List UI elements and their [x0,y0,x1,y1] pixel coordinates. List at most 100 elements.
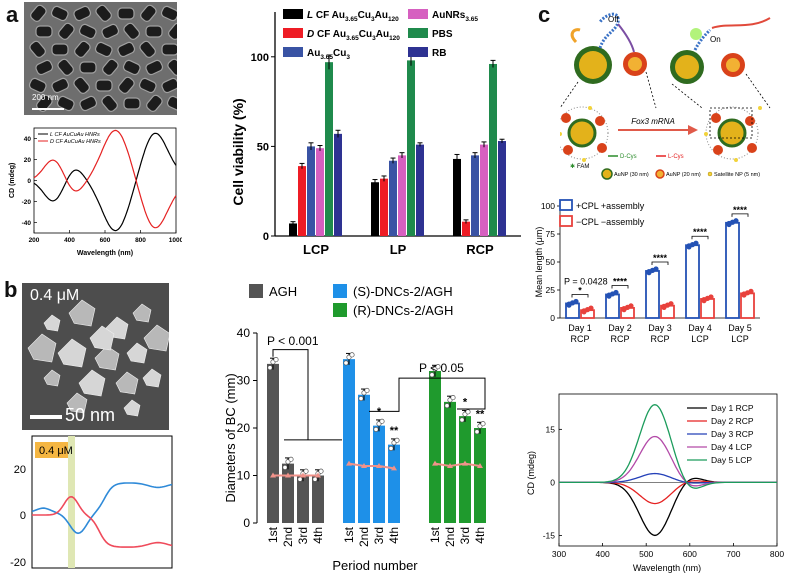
dia-ytick-3: 30 [237,374,251,388]
cv-bar-LP-1 [380,178,388,236]
off-label: Off [608,15,619,24]
dia-period-g2-p2: 3rd [458,527,472,544]
tem-nanorod-11 [123,22,140,40]
cd-line-4 [559,404,777,489]
dia-trend-marker-g2-p1 [447,463,453,468]
spectrum-ytick-20: 20 [14,464,26,476]
dia-trend-marker-g0-p0 [270,472,276,478]
legend-fam-star: ✱ [570,163,575,170]
ml-point-0-0-3 [566,301,572,307]
tem-nanorod-3 [95,4,112,22]
cv-legend-label-3: AuNRs3.65 [432,10,478,23]
tem-nanorods [28,4,177,112]
sem-particle-13 [66,392,88,414]
cv-legend-label-0: L CF Au3.65Cu3Au120 [307,10,399,23]
dia-point-g1-p1-0 [358,396,364,402]
tem-nanorod-23 [79,61,97,74]
ml-point-1-1-3 [621,305,627,312]
cd-spectra-chart: -15 0 15 300 400 500 600 700 800 Day 1 RCP Day 2 … [526,393,784,573]
dia-point-g2-p2-2 [465,409,471,415]
sem-particle-5 [94,345,120,371]
legend-aunp30-icon [601,168,613,180]
tem-nanorod-25 [122,59,141,76]
assembly-schematic: Off On Fox3 mRNA ✱ FAM D-Cys L-Cys AuNP … [560,12,771,180]
cd-inset-xtick-1: 400 [64,237,75,244]
sem-scale-label: 50 nm [65,405,116,425]
cv-legend-label-part: 3 [372,35,376,42]
cv-ytick-1: 50 [257,141,269,153]
dia-bar-g0-p0 [267,363,279,523]
cd-inset-ytick-2: 0 [27,178,31,185]
off-aunp-30 [579,51,607,79]
ml-bar-4-0 [725,221,740,319]
dia-bar-g2-p2 [459,416,471,523]
dia-point-g2-p1-0 [444,403,450,409]
cv-bar-LP-5 [416,144,424,236]
off-guide-left [560,81,579,109]
cv-bar-RCP-1 [462,221,470,236]
legend-satellite-icon [707,171,713,177]
tem-nanorod-0 [30,4,47,22]
cv-legend-swatch-3 [408,9,428,19]
ml-star-1: **** [613,277,628,287]
mrna-label: Fox3 mRNA [631,117,675,126]
panel-label-c: c [538,2,551,27]
dia-point-g1-p0-2 [349,352,355,358]
dia-star-g1-p3: ** [390,425,399,437]
ml-star-3: **** [693,227,708,237]
dia-period-g0-p3: 4th [311,527,325,544]
ml-bar-2-0 [645,270,660,319]
tem-nanorod-22 [57,58,74,76]
ml-category-cpl-3: LCP [691,334,709,344]
diameters-xlabel: Period number [332,558,418,573]
cv-bar-LCP-2 [307,146,315,236]
ml-legend-swatch-1 [559,215,573,227]
ml-point-1-1-2 [628,303,634,309]
cv-bar-LP-0 [371,182,379,236]
assembly-before [560,106,609,162]
dia-period-g1-p3: 4th [387,527,401,544]
dia-point-g1-p2-0 [373,426,379,432]
cv-legend-label-part: 120 [389,35,400,42]
cd-xtick-5: 800 [770,549,784,559]
ml-category-day-1: Day 2 [608,323,632,333]
sem-particle-10 [142,368,162,388]
off-fam-loop [570,28,581,44]
cv-legend-label-5: RB [432,48,446,59]
dia-legend-swatch-0 [249,284,263,298]
ml-ytick-0: 0 [550,313,555,323]
tem-nanorod-28 [28,77,47,94]
sem-concentration-label: 0.4 μM [30,287,80,304]
dia-trend-marker-g1-p0 [346,460,352,466]
spectrum-ytick-neg20: -20 [10,557,26,569]
dia-pvalue-1: P < 0.001 [267,334,319,348]
ml-category-cpl-1: RCP [610,334,629,344]
ml-legend-label-1: −CPL −assembly [576,217,645,227]
ml-point-1-0-2 [613,289,619,296]
ml-legend-swatch-0 [559,199,573,211]
cd-inset-xtick-2: 600 [100,237,111,244]
cd-inset-xtick-4: 1000 [169,237,182,244]
dia-bar-g1-p0 [343,359,355,523]
cv-legend-label-part: 3.65 [320,54,333,61]
dia-bar-g2-p3 [474,428,486,523]
dia-ytick-1: 10 [237,469,251,483]
tem-nanorod-13 [168,22,177,40]
sem-particle-0 [43,314,61,332]
tem-nanorod-4 [117,7,135,20]
dia-bar-g1-p2 [373,425,385,523]
off-linker [617,23,635,53]
ml-point-3-1-2 [708,294,714,300]
dia-point-g0-p0-2 [273,357,279,363]
tem-nanorod-18 [117,41,136,58]
on-guide-left [671,83,703,109]
cd-inset-ylabel: CD (mdeg) [9,163,16,198]
tem-nanorod-2 [73,5,92,22]
tem-nanorod-7 [35,25,53,38]
dia-period-g0-p0: 1st [266,526,280,543]
ml-pvalue: P = 0.0428 [564,276,608,286]
dia-trend-g1 [348,462,395,470]
cd-ytick-1: 0 [550,477,555,487]
tem-nanorod-34 [161,77,177,94]
